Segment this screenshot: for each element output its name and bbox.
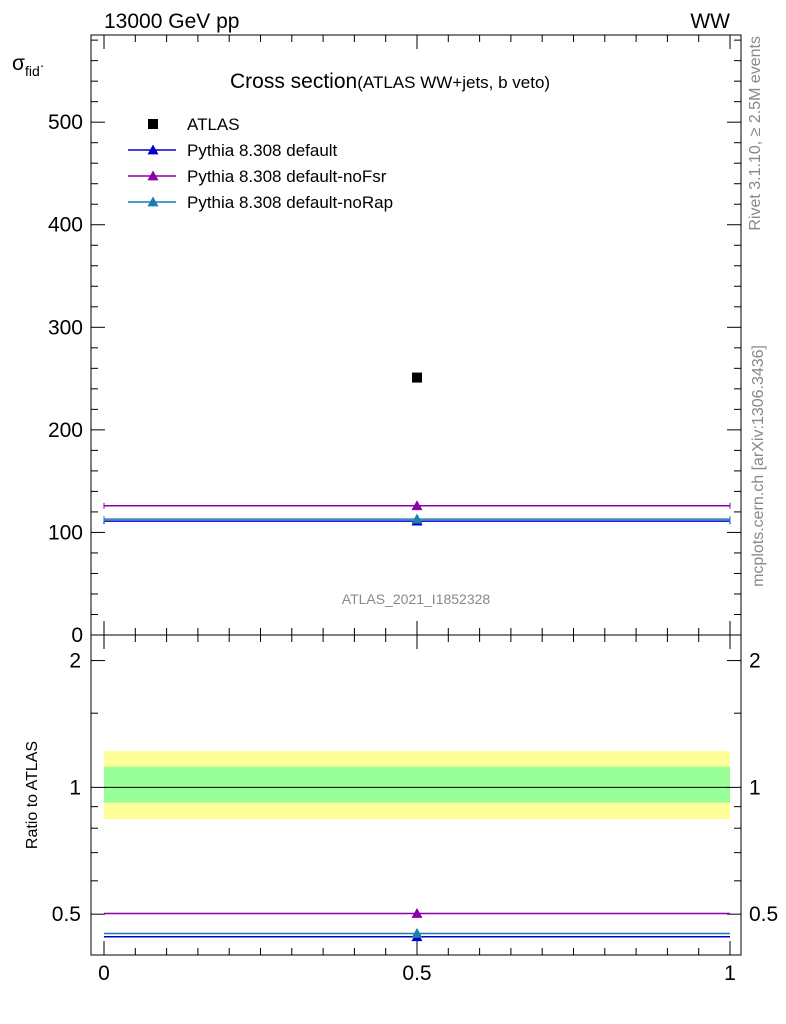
legend-entry-label: ATLAS (187, 115, 240, 134)
main-panel: 0 100 200 300 400 500 Cross section(ATLAS WW+… (12, 34, 742, 647)
ylabel-suffix: · (40, 57, 45, 73)
ratio-y-tick-label-right: 0.5 (749, 903, 778, 926)
process-label: WW (690, 10, 730, 33)
ratio-frame (90, 634, 742, 956)
main-series-layer (103, 372, 731, 526)
ratio-ylabel: Ratio to ATLAS (24, 741, 41, 849)
x-tick-label: 1 (724, 962, 736, 985)
y-tick-label: 400 (48, 214, 83, 237)
ratio-y-tick-label-left: 2 (69, 650, 81, 673)
legend-marker (147, 144, 159, 155)
chart-title: Cross section (230, 70, 357, 93)
energy-label: 13000 GeV pp (104, 10, 239, 33)
ylabel-sub: fid (25, 63, 40, 79)
legend-entry-label: Pythia 8.308 default (187, 141, 338, 160)
legend-marker (148, 119, 158, 129)
main-axis-ticks: 0 100 200 300 400 500 (48, 35, 741, 647)
main-title: Cross section(ATLAS WW+jets, b veto) (230, 70, 550, 93)
data-point-triangle (411, 513, 423, 524)
chart-subtitle: (ATLAS WW+jets, b veto) (357, 73, 550, 92)
x-tick-label: 0.5 (402, 962, 431, 985)
legend-entry-label: Pythia 8.308 default-noFsr (187, 167, 387, 186)
y-tick-label: 0 (71, 624, 83, 647)
data-point-triangle (411, 500, 423, 511)
ratio-uncertainty-band (104, 766, 730, 803)
ratio-data-point (411, 927, 423, 938)
legend-marker (147, 170, 159, 181)
ratio-data-point (411, 907, 423, 918)
ratio-axis-ticks: 0.5 0.5 1 1 2 2 0 0.5 1 (52, 635, 778, 985)
legend-marker (147, 196, 159, 207)
ylabel-sigma: σ (12, 52, 25, 75)
main-ylabel: σfid· (12, 52, 44, 79)
y-tick-label: 200 (48, 419, 83, 442)
ratio-y-tick-label-right: 1 (749, 776, 761, 799)
legend: ATLAS Pythia 8.308 default Pythia 8.308 de… (128, 115, 393, 212)
legend-entry-label: Pythia 8.308 default-noRap (187, 193, 393, 212)
ratio-y-tick-label-right: 2 (749, 650, 761, 673)
rivet-label: Rivet 3.1.10, ≥ 2.5M events (747, 36, 764, 231)
x-tick-label: 0 (98, 962, 110, 985)
mcplots-label: mcplots.cern.ch [arXiv:1306.3436] (750, 345, 767, 587)
ratio-y-tick-label-left: 0.5 (52, 903, 81, 926)
y-tick-label: 300 (48, 316, 83, 339)
analysis-watermark: ATLAS_2021_I1852328 (342, 591, 491, 607)
y-tick-label: 500 (48, 111, 83, 134)
ratio-bands (104, 750, 730, 820)
ratio-y-tick-label-left: 1 (69, 776, 81, 799)
data-point-square (412, 372, 422, 383)
y-tick-label: 100 (48, 521, 83, 544)
ratio-panel: 0.5 0.5 1 1 2 2 0 0.5 1 Ratio to ATLAS (24, 634, 778, 985)
ratio-series-layer (104, 907, 730, 942)
